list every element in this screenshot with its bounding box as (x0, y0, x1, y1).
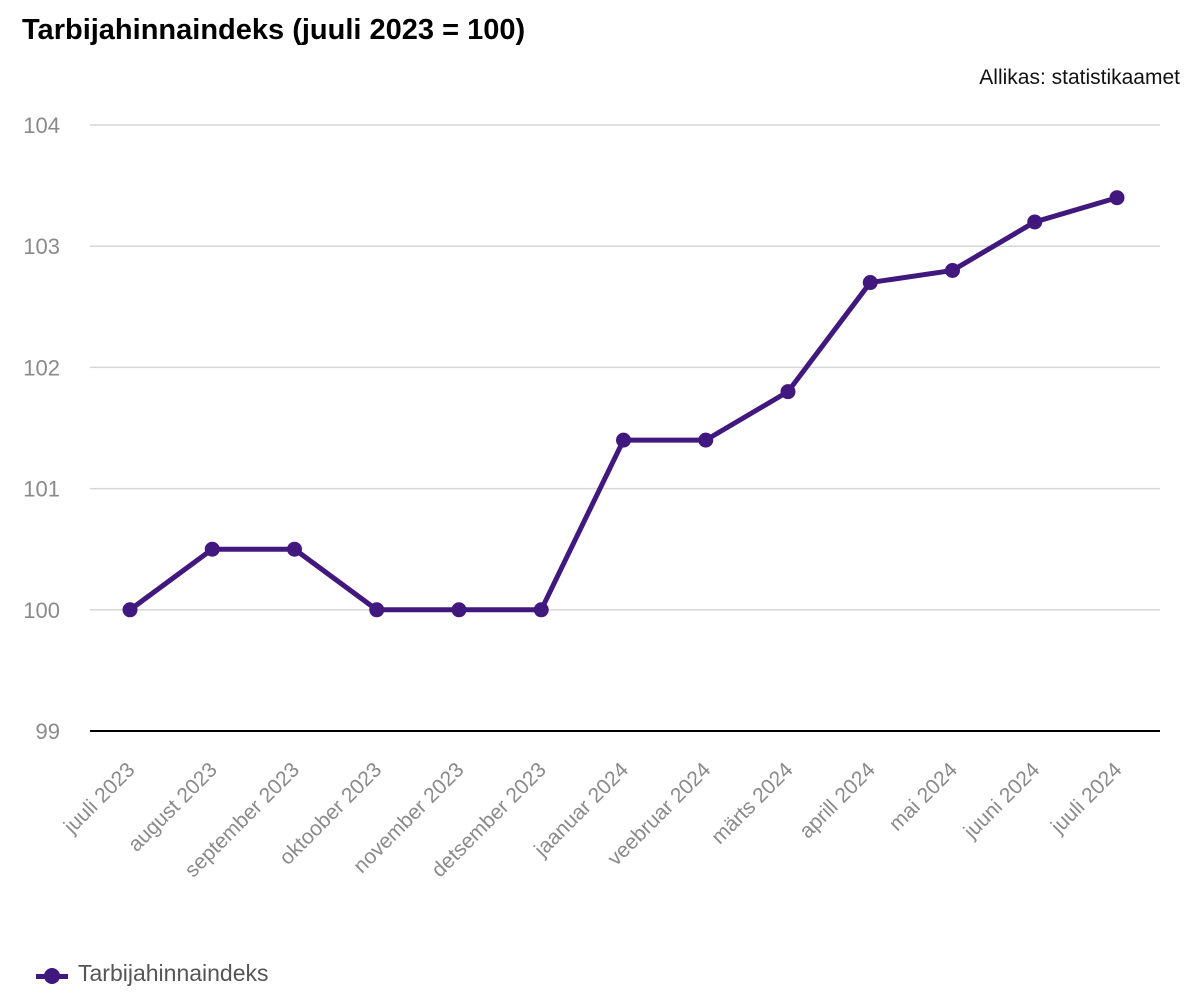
x-tick-label: juuli 2024 (1046, 758, 1127, 839)
x-tick-label: aprill 2024 (795, 758, 880, 843)
x-tick-label: märts 2024 (707, 758, 798, 849)
y-tick-label: 102 (23, 355, 60, 380)
y-tick-label: 104 (23, 113, 60, 138)
data-point[interactable] (698, 432, 714, 448)
legend-marker-icon (34, 956, 70, 990)
x-tick-label: mai 2024 (885, 758, 963, 836)
series-line (127, 195, 1120, 613)
data-point[interactable] (287, 541, 302, 557)
legend-label: Tarbijahinnaindeks (78, 959, 269, 986)
data-point[interactable] (780, 384, 796, 400)
y-tick-label: 101 (23, 477, 60, 502)
y-tick-label: 99 (36, 719, 60, 744)
data-point[interactable] (451, 602, 467, 618)
data-point[interactable] (945, 262, 960, 278)
data-point[interactable] (369, 602, 385, 618)
y-tick-label: 103 (23, 234, 60, 259)
data-point[interactable] (122, 602, 138, 618)
data-point[interactable] (1027, 214, 1043, 230)
data-point[interactable] (533, 602, 549, 618)
chart-title: Tarbijahinnaindeks (juuli 2023 = 100) (22, 14, 526, 46)
y-tick-label: 100 (23, 598, 60, 623)
data-point[interactable] (1109, 190, 1125, 206)
data-point[interactable] (204, 541, 220, 557)
chart-source: Allikas: statistikaamet (979, 66, 1180, 89)
series-layer (122, 190, 1125, 618)
x-tick-label: juuni 2024 (959, 758, 1045, 844)
legend[interactable]: Tarbijahinnaindeks (34, 956, 269, 990)
y-axis-ticks: 99 100 101 102 103 104 (23, 113, 60, 744)
x-tick-label: juuli 2023 (59, 758, 140, 839)
grid-lines (90, 124, 1160, 732)
data-point[interactable] (862, 275, 878, 291)
data-point[interactable] (616, 432, 631, 448)
